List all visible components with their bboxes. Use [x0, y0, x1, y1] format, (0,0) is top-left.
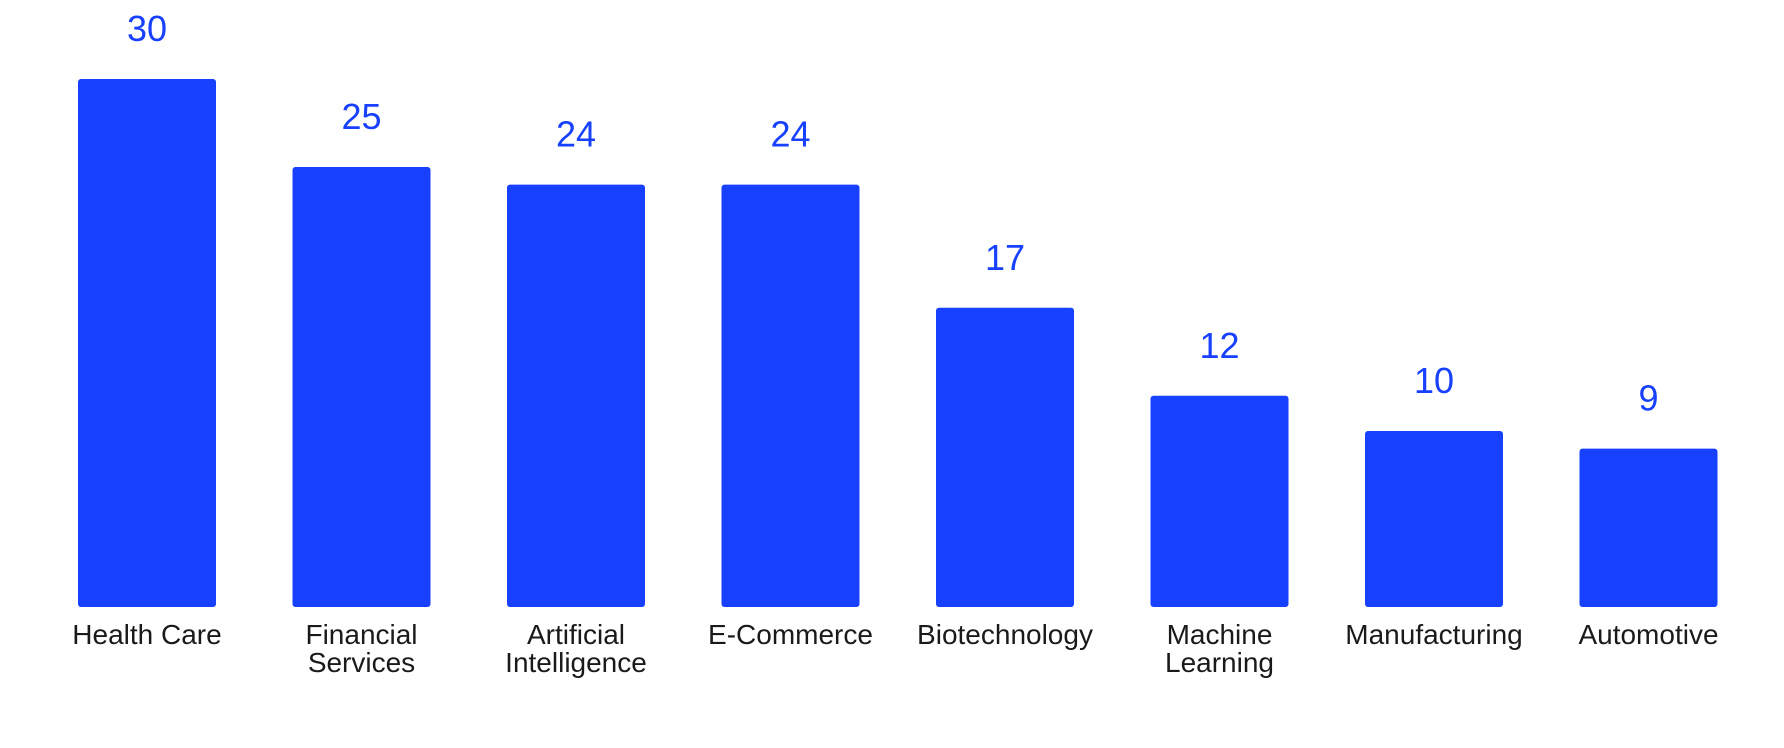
category-label-line: Automotive	[1578, 619, 1718, 650]
category-label: Machine Learning	[1165, 619, 1274, 678]
value-labels-layer: 30 25 24 24 17 12 10 9	[127, 8, 1659, 419]
bar	[721, 184, 860, 607]
category-label: Automotive	[1578, 619, 1718, 650]
bar-value-label: 24	[770, 114, 810, 155]
bar-value-label: 24	[556, 114, 596, 155]
category-label-line: Financial	[305, 619, 417, 650]
category-label: Health Care	[72, 619, 221, 650]
category-label: Financial Services	[305, 619, 417, 678]
bar-value-label: 17	[985, 237, 1025, 278]
category-label: Artificial Intelligence	[505, 619, 647, 678]
bar-value-label: 12	[1199, 325, 1239, 366]
category-label-line: Learning	[1165, 647, 1274, 678]
bar-value-label: 30	[127, 8, 167, 49]
bar	[78, 79, 216, 607]
category-label-line: Services	[308, 647, 415, 678]
bar	[507, 184, 645, 607]
bar-value-label: 9	[1638, 378, 1658, 419]
category-label-line: Manufacturing	[1345, 619, 1522, 650]
category-label-line: Biotechnology	[917, 619, 1093, 650]
category-label-line: Artificial	[527, 619, 625, 650]
category-label-line: E-Commerce	[708, 619, 873, 650]
bar-value-label: 25	[341, 96, 381, 137]
category-label: Biotechnology	[917, 619, 1093, 650]
category-label: Manufacturing	[1345, 619, 1522, 650]
bar	[1579, 448, 1718, 607]
category-labels-layer: Health Care Financial Services Artificial In…	[72, 619, 1718, 678]
bar-value-label: 10	[1414, 360, 1454, 401]
category-label-line: Health Care	[72, 619, 221, 650]
category-label: E-Commerce	[708, 619, 873, 650]
category-label-line: Intelligence	[505, 647, 647, 678]
bar	[1365, 431, 1503, 607]
bar	[292, 167, 431, 607]
category-label-line: Machine	[1167, 619, 1273, 650]
bar	[1150, 395, 1289, 607]
bar	[936, 307, 1074, 607]
bars-layer	[78, 79, 1718, 607]
